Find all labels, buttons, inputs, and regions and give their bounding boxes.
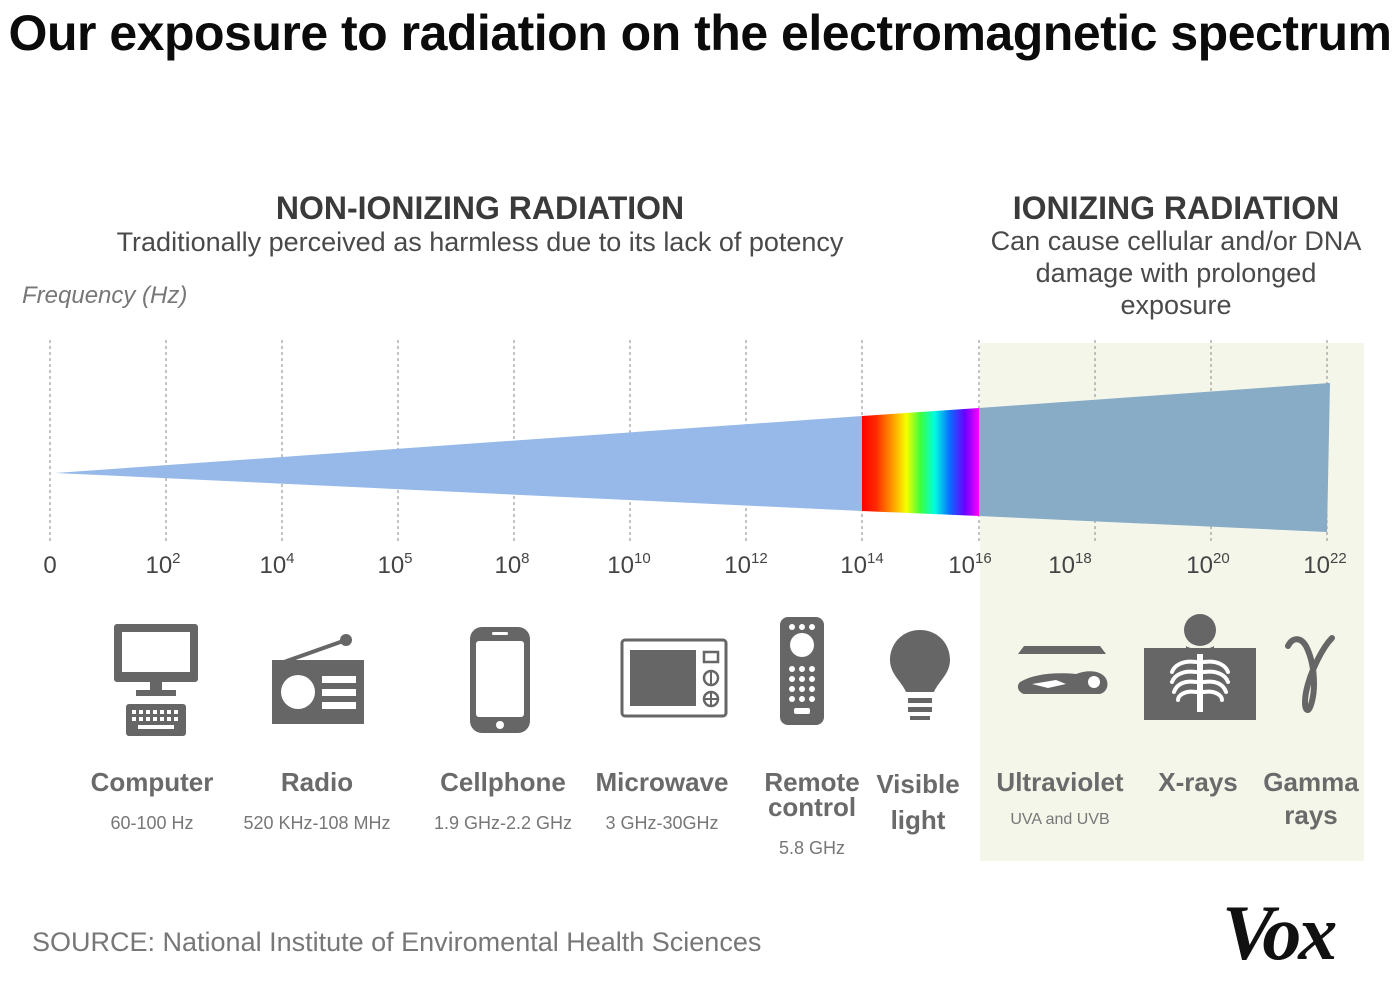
category-detail: 1.9 GHz-2.2 GHz xyxy=(433,813,573,833)
computer-icon xyxy=(114,624,198,736)
category-ultraviolet: Ultraviolet UVA and UVB xyxy=(985,767,1135,832)
category-remote-control: Remote control 5.8 GHz xyxy=(752,767,872,861)
category-detail: UVA and UVB xyxy=(1010,811,1110,828)
category-name: Microwave xyxy=(595,767,729,797)
frequency-axis-label: Frequency (Hz) xyxy=(22,282,188,309)
tick-label: 1022 xyxy=(1303,550,1347,579)
light-bulb-icon xyxy=(890,630,950,720)
tick-label: 0 xyxy=(43,552,57,579)
tick-label: 104 xyxy=(259,550,295,579)
tick-label: 1018 xyxy=(1048,550,1092,579)
category-name: Radio xyxy=(280,767,354,797)
category-visible-light: Visible light xyxy=(868,766,968,838)
tick-label: 105 xyxy=(377,550,413,579)
ionizing-subheading: Can cause cellular and/or DNA damage wit… xyxy=(990,226,1362,320)
category-detail: 60-100 Hz xyxy=(110,813,194,833)
gamma-icon xyxy=(1285,635,1335,714)
category-name: Computer xyxy=(90,767,214,797)
category-computer: Computer 60-100 Hz xyxy=(72,767,232,836)
microwave-icon xyxy=(620,638,728,718)
ionizing-wedge xyxy=(979,383,1330,532)
category-name: Gamma rays xyxy=(1263,767,1359,830)
tick-label: 108 xyxy=(494,550,530,579)
non-ionizing-subheading: Traditionally perceived as harmless due … xyxy=(116,227,844,257)
source-note: SOURCE: National Institute of Enviroment… xyxy=(32,927,762,957)
spectrum-band xyxy=(49,340,1330,542)
tick-label: 1016 xyxy=(948,550,992,579)
tick-label: 102 xyxy=(145,550,181,579)
category-cellphone: Cellphone 1.9 GHz-2.2 GHz xyxy=(418,767,588,836)
category-name: Remote control xyxy=(764,767,860,822)
vox-logo: Vox xyxy=(1222,889,1337,976)
tanning-bed-icon xyxy=(1017,646,1108,694)
category-name: Cellphone xyxy=(440,767,566,797)
remote-control-icon xyxy=(780,617,824,725)
non-ionizing-wedge xyxy=(55,416,862,511)
cellphone-icon xyxy=(470,627,530,733)
ionizing-heading: IONIZING RADIATION xyxy=(1012,190,1340,226)
radio-icon xyxy=(272,634,364,724)
category-detail: 520 KHz-108 MHz xyxy=(243,813,391,833)
tick-label: 1010 xyxy=(607,550,651,579)
tick-label: 1014 xyxy=(840,550,884,579)
tick-label: 1020 xyxy=(1186,550,1230,579)
category-name: X-rays xyxy=(1158,767,1238,797)
category-detail: 5.8 GHz xyxy=(778,838,846,858)
tick-label: 1012 xyxy=(724,550,768,579)
category-detail: 3 GHz-30GHz xyxy=(605,813,719,833)
category-radio: Radio 520 KHz-108 MHz xyxy=(227,767,407,836)
page-title: Our exposure to radiation on the electro… xyxy=(8,5,1392,61)
non-ionizing-heading: NON-IONIZING RADIATION xyxy=(275,190,685,226)
visible-light-rainbow xyxy=(862,408,979,516)
category-name: Ultraviolet xyxy=(996,767,1124,797)
xray-icon xyxy=(1144,614,1256,720)
category-xrays: X-rays xyxy=(1148,767,1248,797)
category-microwave: Microwave 3 GHz-30GHz xyxy=(582,767,742,836)
category-gamma-rays: Gamma rays xyxy=(1258,766,1364,832)
category-name: Visible light xyxy=(876,769,960,835)
